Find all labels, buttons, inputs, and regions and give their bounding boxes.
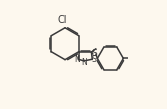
Text: Cl: Cl bbox=[58, 15, 67, 25]
Text: S: S bbox=[92, 49, 97, 58]
Text: N: N bbox=[81, 58, 87, 67]
Text: N: N bbox=[74, 55, 80, 64]
Text: S: S bbox=[91, 55, 96, 64]
